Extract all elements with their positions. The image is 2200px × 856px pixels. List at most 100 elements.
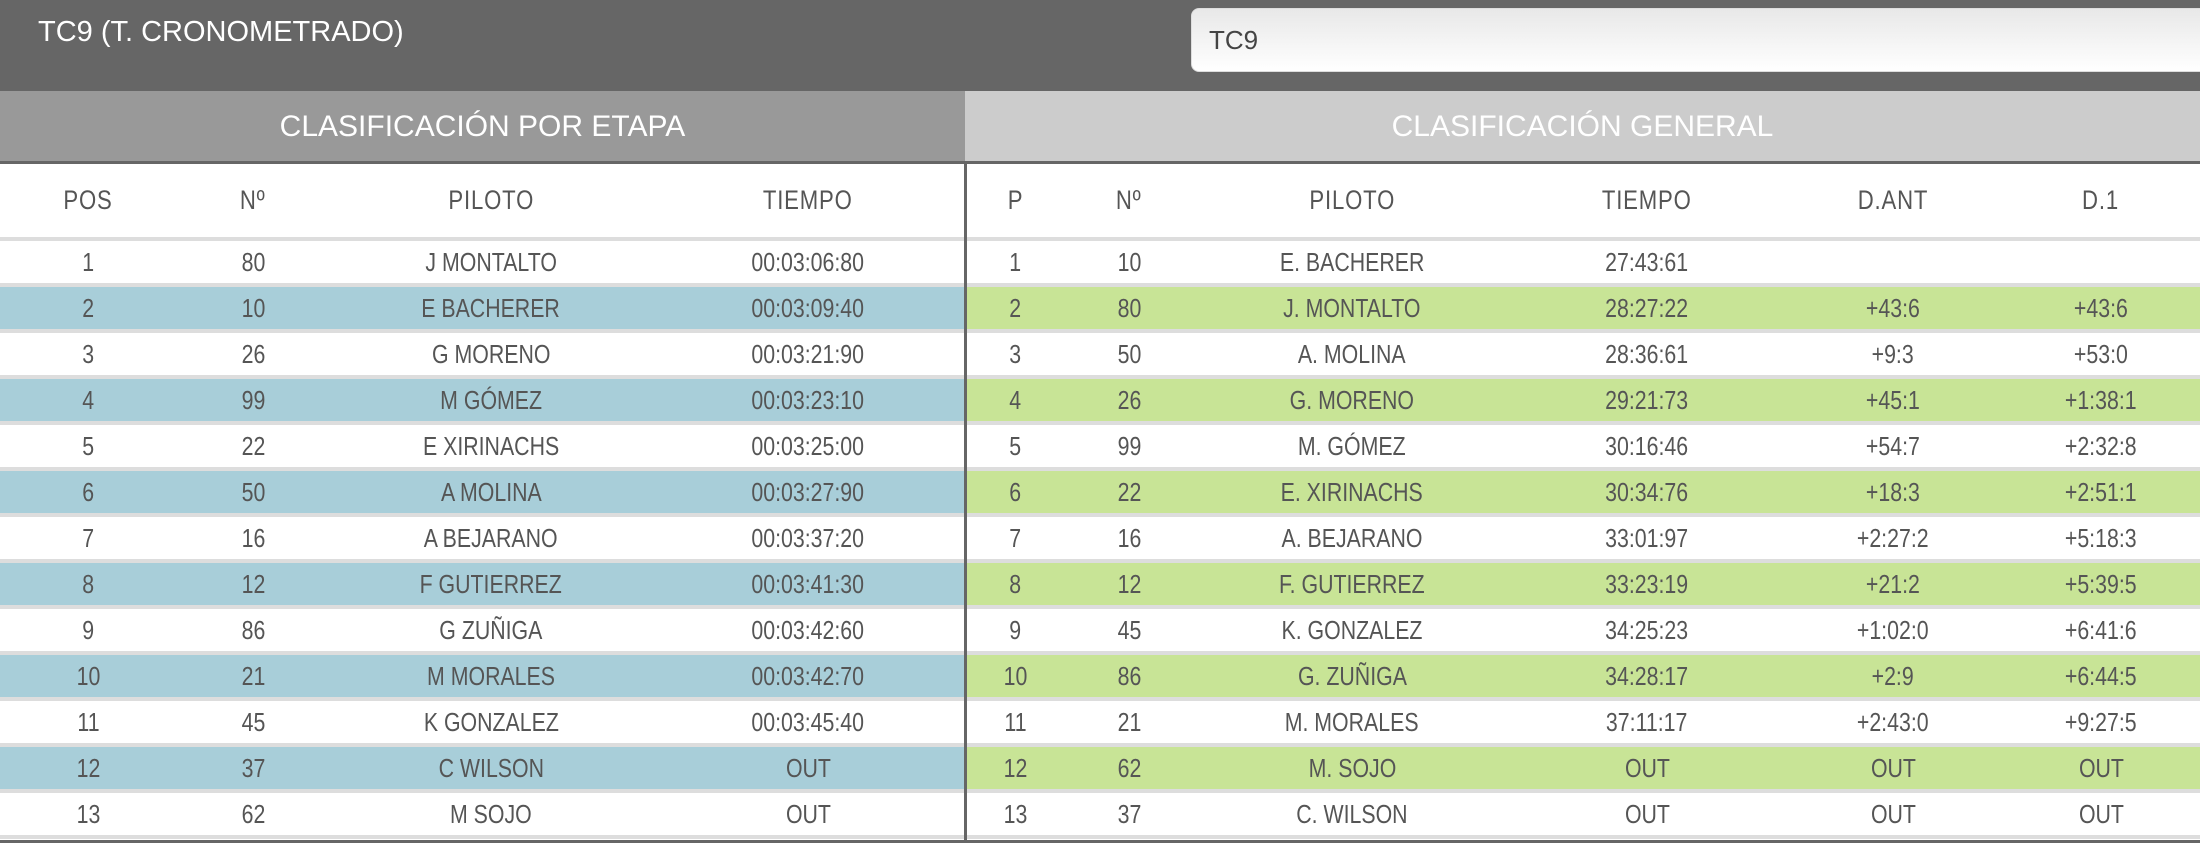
cell-value: M. GÓMEZ [1298, 430, 1406, 461]
cell-value: +43:6 [1866, 292, 1920, 323]
table-cell: 26 [1064, 385, 1194, 416]
table-cell: 37 [176, 753, 330, 784]
table-row[interactable]: 8 12 F. GUTIERREZ 33:23:19 +21:2 +5:39:5 [967, 563, 2200, 609]
cell-value: G. MORENO [1289, 384, 1415, 415]
stage-classification-header: CLASIFICACIÓN POR ETAPA [0, 91, 965, 163]
table-row[interactable]: 2 80 J. MONTALTO 28:27:22 +43:6 +43:6 [967, 287, 2200, 333]
table-cell: +53:0 [2002, 339, 2200, 370]
table-cell: 99 [176, 385, 330, 416]
table-cell: J MONTALTO [330, 247, 652, 278]
cell-value: 62 [241, 798, 265, 829]
table-row[interactable]: 6 50 A MOLINA 00:03:27:90 [0, 471, 964, 517]
column-header-label: D.ANT [1857, 185, 1929, 215]
table-row[interactable]: 3 26 G MORENO 00:03:21:90 [0, 333, 964, 379]
table-row[interactable]: 10 86 G. ZUÑIGA 34:28:17 +2:9 +6:44:5 [967, 655, 2200, 701]
table-cell: 8 [0, 569, 176, 600]
cell-value: E. BACHERER [1279, 246, 1425, 277]
table-cell: 5 [967, 431, 1064, 462]
table-cell: E XIRINACHS [330, 431, 652, 462]
table-cell: K GONZALEZ [330, 707, 652, 738]
column-header-label: TIEMPO [763, 185, 853, 215]
cell-value: +6:41:6 [2065, 614, 2137, 645]
table-cell: +6:41:6 [2002, 615, 2200, 646]
table-cell: OUT [652, 753, 964, 784]
table-cell: A. BEJARANO [1194, 523, 1510, 554]
table-row[interactable]: 12 37 C WILSON OUT [0, 747, 964, 793]
table-row[interactable]: 13 37 C. WILSON OUT OUT OUT [967, 793, 2200, 839]
cell-value: +2:51:1 [2065, 476, 2137, 507]
table-row[interactable]: 1 80 J MONTALTO 00:03:06:80 [0, 241, 964, 287]
cell-value: 21 [241, 660, 265, 691]
cell-value: F GUTIERREZ [419, 568, 563, 599]
table-row[interactable]: 2 10 E BACHERER 00:03:09:40 [0, 287, 964, 333]
column-header: D.ANT [1784, 185, 2002, 216]
table-cell: +54:7 [1784, 431, 2002, 462]
table-cell: +43:6 [1784, 293, 2002, 324]
table-row[interactable]: 4 26 G. MORENO 29:21:73 +45:1 +1:38:1 [967, 379, 2200, 425]
cell-value: +6:44:5 [2065, 660, 2137, 691]
table-cell: OUT [1784, 799, 2002, 830]
cell-value: 11 [76, 706, 100, 737]
cell-value: E XIRINACHS [422, 430, 560, 461]
table-row[interactable]: 5 22 E XIRINACHS 00:03:25:00 [0, 425, 964, 471]
table-cell: 6 [967, 477, 1064, 508]
column-header: PILOTO [330, 185, 652, 216]
table-cell: 6 [0, 477, 176, 508]
cell-value: 10 [76, 660, 100, 691]
table-cell: 29:21:73 [1510, 385, 1784, 416]
table-cell: 10 [1064, 247, 1194, 278]
cell-value: 3 [1009, 338, 1022, 369]
table-cell: M. SOJO [1194, 753, 1510, 784]
table-row[interactable]: 1 10 E. BACHERER 27:43:61 [967, 241, 2200, 287]
cell-value: 26 [241, 338, 265, 369]
cell-value: A. MOLINA [1298, 338, 1406, 369]
table-row[interactable]: 12 62 M. SOJO OUT OUT OUT [967, 747, 2200, 793]
table-cell: C. WILSON [1194, 799, 1510, 830]
table-row[interactable]: 9 86 G ZUÑIGA 00:03:42:60 [0, 609, 964, 655]
table-cell: 00:03:45:40 [652, 707, 964, 738]
cell-value: 12 [1117, 568, 1141, 599]
table-cell: 13 [967, 799, 1064, 830]
table-cell: OUT [1510, 753, 1784, 784]
cell-value: 1 [82, 246, 94, 277]
cell-value: M MORALES [427, 660, 555, 691]
column-header-label: D.1 [2082, 185, 2120, 215]
table-row[interactable]: 7 16 A BEJARANO 00:03:37:20 [0, 517, 964, 563]
cell-value: 00:03:27:90 [751, 476, 865, 507]
table-cell: 12 [967, 753, 1064, 784]
table-row[interactable]: 13 62 M SOJO OUT [0, 793, 964, 839]
table-row[interactable]: 7 16 A. BEJARANO 33:01:97 +2:27:2 +5:18:3 [967, 517, 2200, 563]
table-cell: +18:3 [1784, 477, 2002, 508]
table-row[interactable]: 6 22 E. XIRINACHS 30:34:76 +18:3 +2:51:1 [967, 471, 2200, 517]
cell-value: 50 [241, 476, 265, 507]
table-cell: 3 [0, 339, 176, 370]
table-row[interactable]: 9 45 K. GONZALEZ 34:25:23 +1:02:0 +6:41:6 [967, 609, 2200, 655]
table-row[interactable]: 3 50 A. MOLINA 28:36:61 +9:3 +53:0 [967, 333, 2200, 379]
cell-value: 7 [1009, 522, 1022, 553]
table-row[interactable]: 11 21 M. MORALES 37:11:17 +2:43:0 +9:27:5 [967, 701, 2200, 747]
cell-value: 12 [1003, 752, 1028, 783]
table-row[interactable]: 11 45 K GONZALEZ 00:03:45:40 [0, 701, 964, 747]
table-row[interactable]: 8 12 F GUTIERREZ 00:03:41:30 [0, 563, 964, 609]
table-cell: +5:39:5 [2002, 569, 2200, 600]
stage-title: TC9 (T. CRONOMETRADO) [38, 16, 404, 48]
table-cell: 99 [1064, 431, 1194, 462]
cell-value: E BACHERER [421, 292, 561, 323]
table-cell: J. MONTALTO [1194, 293, 1510, 324]
table-row[interactable]: 10 21 M MORALES 00:03:42:70 [0, 655, 964, 701]
cell-value: 30:16:46 [1605, 430, 1689, 461]
stage-select[interactable] [1191, 8, 2200, 72]
table-row[interactable]: 5 99 M. GÓMEZ 30:16:46 +54:7 +2:32:8 [967, 425, 2200, 471]
table-row[interactable]: 4 99 M GÓMEZ 00:03:23:10 [0, 379, 964, 425]
table-cell: 80 [1064, 293, 1194, 324]
table-cell: 45 [176, 707, 330, 738]
table-cell: 37:11:17 [1510, 707, 1784, 738]
table-divider [964, 163, 967, 843]
table-cell: OUT [652, 799, 964, 830]
table-cell: E. BACHERER [1194, 247, 1510, 278]
table-cell: 45 [1064, 615, 1194, 646]
cell-value: J. MONTALTO [1283, 292, 1421, 323]
table-cell: 2 [0, 293, 176, 324]
table-cell [1784, 247, 2002, 278]
cell-value: 5 [1009, 430, 1022, 461]
